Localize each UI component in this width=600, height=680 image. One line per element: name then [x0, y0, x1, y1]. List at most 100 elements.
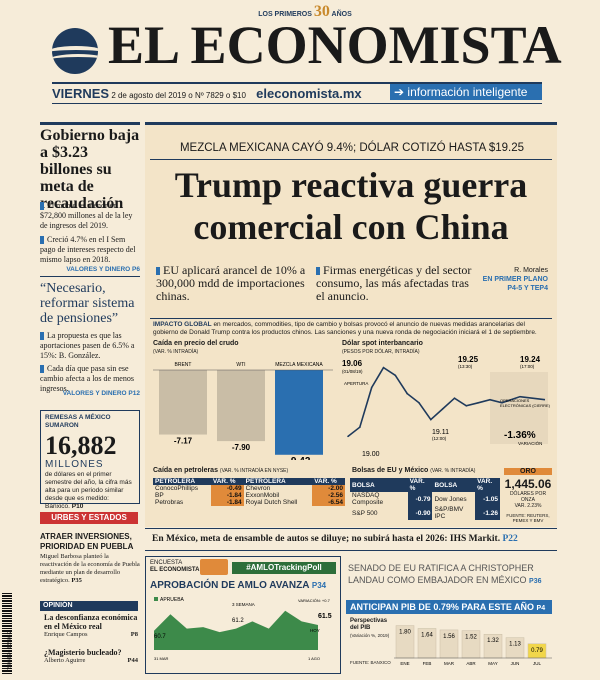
peso-point — [394, 374, 397, 377]
main-story-box — [145, 122, 557, 527]
amlo-x-start: 31 MAR — [154, 656, 169, 661]
story-headline-recaudacion[interactable]: Gobierno baja a $3.23 billones su meta d… — [40, 127, 140, 212]
amlo-title: APROBACIÓN DE AMLO AVANZA P34 — [150, 580, 327, 591]
anniversary-banner: LOS PRIMEROS 30 AÑOS — [258, 3, 352, 20]
amlo-x-end: 1 AGO — [308, 656, 320, 661]
pib-month-label: JUL — [533, 661, 541, 666]
deck-arancel: EU aplicará arancel de 10% a 300,000 mdd… — [156, 263, 306, 303]
crude-bar — [275, 370, 323, 455]
peso-label-19-24-time: (17:00) — [520, 364, 535, 369]
peso-label-19-06-time: (01/08/19) — [342, 369, 363, 374]
amlo-legend-swatch — [154, 597, 158, 601]
story-text-puebla: Miguel Barbosa planteó la reactivación d… — [40, 553, 140, 584]
main-headline[interactable]: Trump reactiva guerra comercial con Chin… — [174, 165, 528, 247]
amlo-label-start: 60.7 — [154, 634, 166, 640]
amlo-label-sem: 3 SEMANA — [232, 602, 255, 607]
bolsas-title: Bolsas de EU y México (VAR. % INTRADÍA) — [352, 467, 476, 474]
story-headline-puebla[interactable]: ATRAER INVERSIONES, PRIORIDAD EN PUEBLA — [40, 532, 134, 551]
peso-point — [418, 401, 420, 404]
pib-value-label: 1.32 — [487, 638, 499, 644]
opinion-item[interactable]: La desconfianza económica en el México r… — [44, 613, 138, 638]
crude-bar-chart: BRENT -7.17 WTI -7.90 MEZCLA MEXICANA -9.42 — [153, 362, 333, 460]
crude-value-label: -9.42 — [288, 456, 311, 460]
deck-firmas: Firmas energéticas y del sector consumo,… — [316, 263, 472, 303]
autos-story[interactable]: En México, meta de ensamble de autos se … — [152, 534, 518, 544]
masthead-title: EL ECONOMISTA — [108, 15, 562, 75]
peso-variation: -1.36% — [504, 430, 536, 441]
logo-icon — [52, 28, 98, 74]
peso-point — [406, 392, 408, 395]
amlo-legend: APRUEBA — [160, 597, 185, 603]
pib-subtitle: Perspectivas del PIB (Variación %, 2019) — [350, 618, 390, 638]
amlo-illustration-icon — [200, 559, 228, 575]
pib-value-label: 1.56 — [443, 634, 455, 640]
peso-label-aper: APERTURA — [344, 381, 368, 386]
story-bullets-recaudacion: El monto es menor en $72,800 millones al… — [40, 201, 140, 265]
amlo-area — [154, 610, 318, 650]
peso-line-chart: 19.00 APERTURA 19.06(01/08/19) 19.11(12:00)… — [342, 355, 551, 458]
crude-bar — [217, 370, 265, 442]
peso-label-19-25: 19.25 — [458, 355, 479, 364]
site-link[interactable]: eleconomista.mx — [256, 86, 362, 101]
barcode — [2, 592, 12, 674]
story-headline-pensiones[interactable]: “Necesario, reformar sistema de pensione… — [40, 281, 135, 326]
impacto-text: IMPACTO GLOBAL en mercados, commodities,… — [153, 321, 537, 336]
arrow-icon: ➔ — [394, 85, 405, 99]
pib-value-label: 1.64 — [421, 632, 433, 638]
peso-point — [453, 397, 456, 399]
byline: R. Morales EN PRIMER PLANO P4-5 Y TEP4 — [482, 267, 548, 292]
pib-month-label: ABR — [466, 661, 476, 666]
amlo-label-hoy: HOY — [310, 628, 320, 633]
crude-category-label: WTI — [236, 362, 245, 368]
pib-month-label: JUN — [511, 661, 520, 666]
opinion-item[interactable]: ¿Magisterio bucleado? Alberto Aguirre P4… — [44, 648, 138, 664]
pib-value-label: 1.52 — [465, 635, 477, 641]
peso-point — [347, 435, 349, 438]
pib-bar-chart: 1.80 ENE 1.64 FEB 1.56 MAR 1.52 ABR 1.32 MAY 1.13 J… — [394, 625, 552, 666]
date-line: VIERNES 2 de agosto del 2019 o Nº 7829 o… — [52, 86, 362, 101]
peso-point — [465, 405, 468, 407]
petroleras-table: PETROLERA VAR. % PETROLERA VAR. % ConocoPhi… — [153, 478, 345, 506]
peso-point — [430, 418, 432, 421]
crude-bar — [159, 370, 207, 435]
barcode-number: 7 50986 0 85503 2 — [7, 630, 13, 672]
kicker: MEZCLA MEXICANA CAYÓ 9.4%; DÓLAR COTIZÓ … — [179, 142, 525, 154]
peso-chart-title: Dólar spot interbancario (PESOS POR DÓLAR… — [342, 340, 423, 355]
peso-label-ops: OPERACIONES — [500, 398, 530, 403]
pib-value-label: 1.13 — [509, 642, 521, 648]
section-link[interactable]: VALORES Y DINERO P6 — [66, 266, 140, 273]
peso-series-line — [347, 366, 546, 438]
pib-month-label: MAY — [488, 661, 497, 666]
peso-point — [370, 386, 373, 389]
opinion-label: OPINIÓN — [40, 601, 138, 611]
amlo-label-end: 61.5 — [318, 613, 332, 620]
pib-month-label: FEB — [423, 661, 432, 666]
pib-title: ANTICIPAN PIB DE 0.79% PARA ESTE AÑO P4 — [346, 600, 552, 614]
pib-month-label: MAR — [444, 661, 455, 666]
oro-box: ORO 1,445.06 DÓLARES POR ONZA VAR. 2.23%… — [504, 468, 552, 523]
peso-point — [382, 366, 385, 369]
amlo-hashtag[interactable]: #AMLOTrackingPoll — [232, 562, 336, 574]
peso-label-19-25-time: (13:30) — [458, 364, 473, 369]
peso-variation-label: VARIACIÓN — [518, 440, 542, 446]
remesas-box: REMESAS A MÉXICO SUMARON 16,882 MILLONES… — [40, 410, 140, 510]
petroleras-title: Caída en petroleras (VAR. % INTRADÍA EN … — [153, 467, 289, 474]
peso-electronic-area — [490, 372, 548, 444]
urbes-label[interactable]: URBES Y ESTADOS — [40, 512, 138, 524]
peso-label-19-24: 19.24 — [520, 355, 541, 364]
landau-story[interactable]: SENADO DE EU RATIFICA A CHRISTOPHER LAND… — [348, 563, 542, 585]
story-bullets-pensiones: La propuesta es que las aportaciones pas… — [40, 331, 140, 394]
pib-value-label: 1.80 — [399, 630, 411, 636]
peso-point — [441, 408, 444, 410]
crude-category-label: MEZCLA MEXICANA — [275, 362, 323, 368]
amlo-box — [145, 556, 341, 674]
amlo-label-mid: 61.2 — [232, 618, 244, 624]
peso-label-19-11: 19.11 — [432, 429, 449, 436]
crude-category-label: BRENT — [175, 362, 192, 368]
amlo-header: ENCUESTA EL ECONOMISTA — [150, 560, 200, 573]
section-link[interactable]: VALORES Y DINERO P12 — [62, 390, 140, 397]
crude-value-label: -7.17 — [174, 437, 193, 446]
crude-chart-title: Caída en precio del crudo (VAR. % INTRADÍ… — [153, 340, 239, 355]
tagline-badge: ➔ información inteligente — [390, 84, 542, 100]
peso-label-ops: ELECTRÓNICAS (CIERRE) — [500, 403, 551, 408]
